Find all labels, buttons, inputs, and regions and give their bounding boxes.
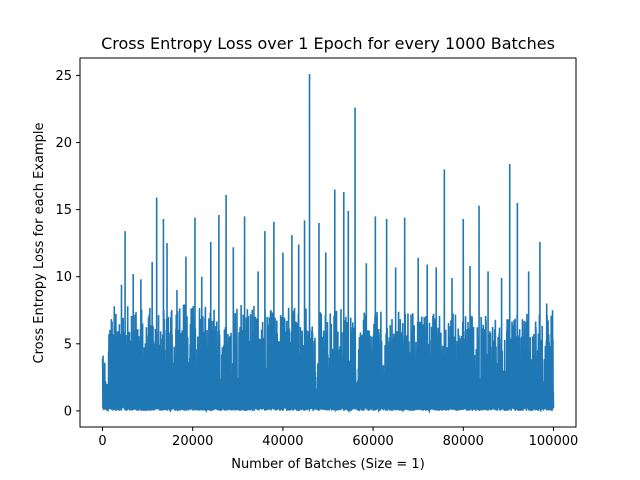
y-axis-label: Cross Entropy Loss for each Example <box>32 123 47 364</box>
x-tick-label: 80000 <box>443 434 484 449</box>
x-tick-label: 40000 <box>262 434 303 449</box>
x-tick-label: 100000 <box>529 434 579 449</box>
y-tick-label: 20 <box>55 136 72 151</box>
y-tick-label: 10 <box>55 270 72 285</box>
plot-frame <box>79 57 577 428</box>
y-axis: 0 5 10 15 20 25 <box>55 69 80 419</box>
y-tick-label: 15 <box>55 203 72 218</box>
x-tick-label: 60000 <box>352 434 393 449</box>
y-tick-label: 25 <box>55 69 72 84</box>
y-tick-label: 0 <box>64 404 72 419</box>
x-axis: 0 20000 40000 60000 80000 100000 <box>98 427 578 449</box>
plot-area <box>101 74 555 414</box>
loss-series-line <box>101 74 555 414</box>
chart-title: Cross Entropy Loss over 1 Epoch for ever… <box>101 34 555 53</box>
y-tick-label: 5 <box>64 337 72 352</box>
x-tick-label: 0 <box>98 434 106 449</box>
x-tick-label: 20000 <box>172 434 213 449</box>
x-axis-label: Number of Batches (Size = 1) <box>231 457 425 472</box>
